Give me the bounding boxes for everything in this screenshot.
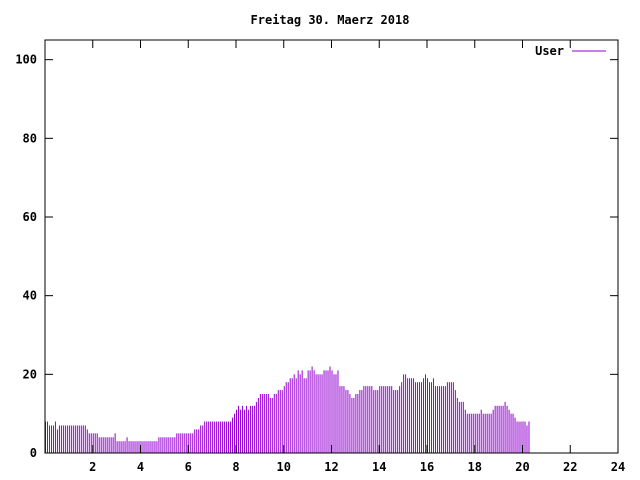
y-tick-label: 0 (30, 446, 37, 460)
y-tick-label: 80 (23, 131, 37, 145)
x-tick-label: 18 (468, 460, 482, 474)
x-tick-label: 20 (515, 460, 529, 474)
legend: User (535, 44, 606, 58)
x-tick-label: 24 (611, 460, 625, 474)
x-tick-label: 14 (372, 460, 386, 474)
x-tick-label: 12 (324, 460, 338, 474)
legend-label: User (535, 44, 564, 58)
x-tick-label: 2 (89, 460, 96, 474)
y-tick-label: 20 (23, 367, 37, 381)
x-tick-label: 4 (137, 460, 144, 474)
x-tick-label: 10 (277, 460, 291, 474)
y-tick-label: 40 (23, 289, 37, 303)
x-tick-label: 22 (563, 460, 577, 474)
x-tick-label: 6 (185, 460, 192, 474)
chart-title: Freitag 30. Maerz 2018 (251, 13, 410, 27)
y-tick-label: 60 (23, 210, 37, 224)
y-tick-label: 100 (15, 53, 37, 67)
x-tick-label: 16 (420, 460, 434, 474)
series-bars (45, 366, 530, 453)
x-tick-label: 8 (232, 460, 239, 474)
